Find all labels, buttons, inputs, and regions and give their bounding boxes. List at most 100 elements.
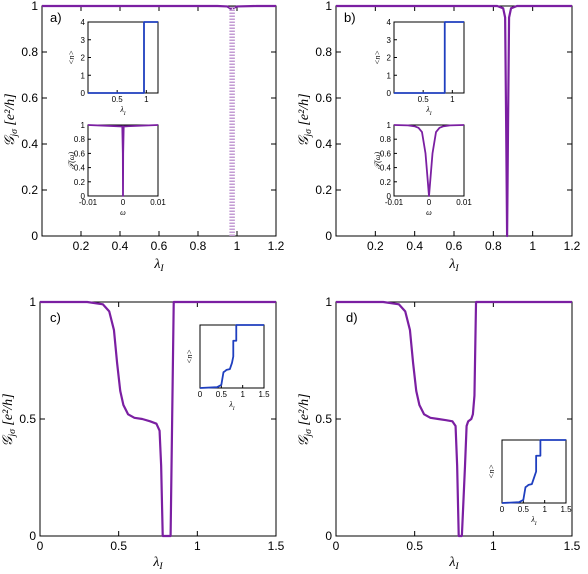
series-line-1 [232,4,276,10]
label-sub: I [159,263,164,274]
label-main: λ [152,555,159,570]
x-tick-label: 0.2 [73,239,90,253]
x-tick-label: 1.5 [268,539,285,553]
label-rest: [e²/h] [297,93,312,129]
inset-y-axis-label: <n> [373,50,382,65]
inset-y-tick-label: 0.4 [74,164,86,173]
inset-x-tick-label: 1.5 [258,390,270,399]
panel-label: b) [344,10,356,25]
inset-0: 0.5 1 0 1 2 3 4 <n> λI [373,18,465,117]
y-tick-label: 0.5 [19,412,36,426]
y-axis-label: 𝒢jσ [e²/h] [1,393,18,446]
inset-y-axis-label: <n> [487,464,496,479]
inset-y-axis-label: 𝒯(ω) [373,152,382,169]
x-tick-label: 1 [529,239,536,253]
label-sub: I [429,111,433,117]
inset-x-tick-label: 1 [542,505,547,514]
y-tick-label: 0 [325,229,332,243]
x-axis-label: λI [152,555,163,572]
y-axis-label: 𝒢jσ [e²/h] [3,93,20,146]
x-axis-label: λI [448,257,459,274]
inset-x-tick-label: 0 [427,198,432,207]
inset-x-axis-label: ω [120,208,126,217]
x-tick-label: 1.2 [268,239,285,253]
x-tick-label: 1 [194,539,201,553]
inset-x-tick-label: 0 [198,390,203,399]
x-tick-label: 0.6 [151,239,168,253]
series-line-0 [336,300,572,538]
panel-label: c) [50,310,61,325]
inset-frame [87,21,159,94]
inset-y-axis-label: <n> [67,50,76,65]
label-sub: jσ [7,428,18,439]
inset-y-tick-label: 0 [387,192,392,201]
label-sub: I [534,521,538,527]
label-rest: [e²/h] [297,393,312,429]
inset-x-tick-label: 0.01 [150,198,166,207]
inset-y-tick-label: 0.8 [380,135,392,144]
inset-y-tick-label: 0.2 [380,178,392,187]
x-axis-label: λI [448,555,459,572]
inset-y-tick-label: 4 [81,18,86,27]
inset-0: 0.5 1 0 1 2 3 4 <n> λI [67,18,159,117]
y-tick-label: 0.6 [315,91,332,105]
inset-x-tick-label: 0.5 [112,95,124,104]
y-tick-label: 0.6 [21,91,38,105]
y-tick-label: 0.2 [21,183,38,197]
inset-y-tick-label: 3 [81,36,86,45]
series-line-0 [42,4,233,11]
label-sub: jσ [303,128,314,139]
inset-y-tick-label: 0 [387,89,392,98]
x-tick-label: 0.4 [112,239,129,253]
inset-y-tick-label: 2 [81,54,86,63]
y-tick-label: 1 [325,0,332,13]
panel-a: 0 0.2 0.4 0.6 0.8 1 0.2 0.4 0.6 0.8 1 1.2 𝒢jσ [e²/h]… [3,0,285,274]
inset-x-axis-label: λI [530,515,537,527]
y-tick-label: 0.4 [315,137,332,151]
panel-label: d) [346,310,358,325]
inset-series-line-0 [87,124,159,197]
label-main: 𝒢 [297,135,312,147]
inset-y-tick-label: 0.6 [74,149,86,158]
x-tick-label: 0 [333,539,340,553]
x-tick-label: 1.2 [564,239,581,253]
x-tick-label: 1.5 [564,539,581,553]
y-tick-label: 0.8 [21,45,38,59]
label-main: λ [153,257,160,272]
series-line-0 [336,4,572,238]
inset-y-tick-label: 0 [81,192,86,201]
label-main: 𝒢 [3,135,18,147]
y-tick-label: 0 [325,529,332,543]
inset-x-tick-label: 0.01 [456,198,472,207]
inset-y-tick-label: 1 [387,71,392,80]
inset-frame [199,324,265,389]
label-sub: I [123,111,127,117]
label-main: λ [448,257,455,272]
y-tick-label: 0.5 [315,412,332,426]
inset-y-tick-label: 0 [81,89,86,98]
inset-x-tick-label: 1 [144,95,149,104]
y-tick-label: 0 [31,229,38,243]
label-rest: [e²/h] [3,93,18,129]
y-tick-label: 0.2 [315,183,332,197]
inset-series-line-0 [88,21,158,94]
x-tick-label: 0.2 [367,239,384,253]
label-sub: I [232,406,236,412]
x-tick-label: 0.5 [110,539,127,553]
x-tick-label: 0.8 [485,239,502,253]
y-tick-label: 1 [325,295,332,309]
y-axis-label: 𝒢jσ [e²/h] [297,393,314,446]
inset-frame [393,124,465,197]
label-main: λ [228,400,233,409]
x-axis-label: λI [153,257,164,274]
x-tick-label: 0.6 [446,239,463,253]
label-main: λ [530,515,535,524]
label-main: 𝒢 [1,435,16,447]
inset-0: 0 0.5 1 1.5 <n> λI [185,324,270,412]
x-tick-label: 0 [37,539,44,553]
label-sub: I [454,263,459,274]
y-tick-label: 0.8 [315,45,332,59]
